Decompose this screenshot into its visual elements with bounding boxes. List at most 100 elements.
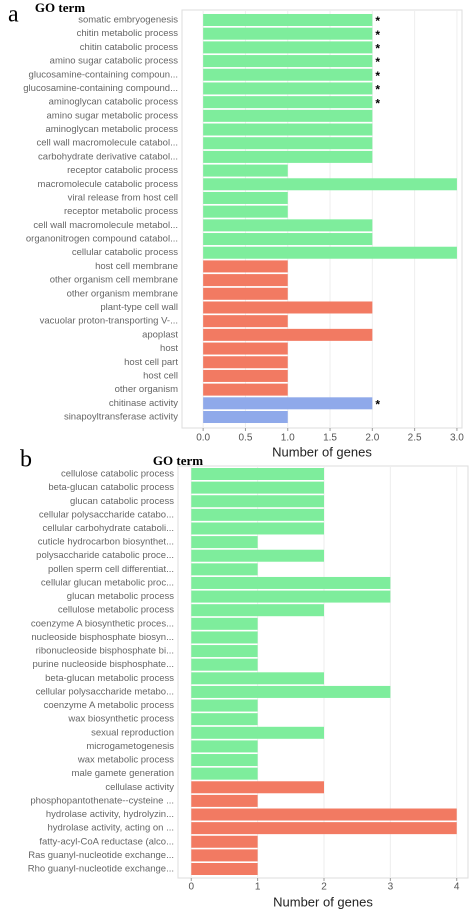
- significance-marker: *: [375, 83, 380, 97]
- category-label: polysaccharide catabolic proce...: [36, 550, 174, 561]
- bar: [203, 411, 288, 423]
- bar: [191, 563, 258, 576]
- category-label: cuticle hydrocarbon biosynthet...: [38, 537, 174, 548]
- category-label: beta-glucan metabolic process: [45, 673, 174, 684]
- chart-title: GO term: [35, 0, 85, 15]
- x-tick-label: 1: [255, 882, 261, 893]
- x-tick-label: 0.5: [238, 433, 252, 444]
- bar: [191, 781, 324, 794]
- bar: [191, 808, 457, 821]
- bar: [203, 328, 373, 341]
- category-label: glucosamine-containing compoun...: [29, 69, 178, 80]
- bar: [191, 726, 324, 739]
- bar: [203, 233, 373, 246]
- panel-label: a: [8, 2, 19, 28]
- x-tick-label: 3: [388, 882, 394, 893]
- bar: [191, 495, 324, 508]
- significance-marker: *: [375, 397, 380, 411]
- category-label: glucan metabolic process: [67, 591, 174, 602]
- bar: [203, 68, 373, 81]
- category-label: chitin metabolic process: [77, 28, 179, 39]
- bar: [203, 205, 288, 218]
- x-tick-label: 0.0: [196, 433, 210, 444]
- bar: [203, 27, 373, 40]
- bar: [203, 14, 373, 26]
- bar: [191, 835, 258, 848]
- category-label: hydrolase activity, hydrolyzin...: [46, 809, 174, 820]
- bar: [203, 356, 288, 369]
- category-label: nucleoside bisphosphate biosyn...: [31, 632, 174, 643]
- category-label: glucan catabolic process: [70, 496, 174, 507]
- bar: [191, 740, 258, 753]
- category-label: aminoglycan catabolic process: [49, 97, 179, 108]
- bar: [203, 150, 373, 163]
- category-label: host cell part: [124, 357, 178, 368]
- category-label: sexual reproduction: [91, 727, 174, 738]
- bar: [191, 508, 324, 521]
- chart-title: GO term: [153, 453, 203, 468]
- bar: [191, 754, 258, 767]
- bar: [203, 397, 373, 410]
- bar: [203, 55, 373, 68]
- bar: [203, 109, 373, 122]
- category-label: beta-glucan catabolic process: [48, 482, 174, 493]
- bar: [203, 123, 373, 136]
- x-tick-label: 4: [454, 882, 460, 893]
- significance-marker: *: [375, 55, 380, 69]
- category-label: Rho guanyl-nucleotide exchange...: [28, 864, 174, 875]
- category-label: sinapoyltransferase activity: [64, 412, 178, 423]
- category-label: fatty-acyl-CoA reductase (alco...: [39, 836, 174, 847]
- category-label: purine nucleoside bisphosphate...: [32, 659, 174, 670]
- category-label: chitinase activity: [109, 398, 178, 409]
- category-label: cell wall macromolecule metabol...: [33, 220, 178, 231]
- x-axis-title: Number of genes: [273, 894, 373, 909]
- bar: [191, 549, 324, 562]
- category-label: host: [160, 343, 178, 354]
- bar: [203, 342, 288, 355]
- category-label: cellulase activity: [105, 782, 174, 793]
- bar: [191, 617, 258, 630]
- category-label: other organism: [115, 384, 178, 395]
- category-label: wax metabolic process: [77, 755, 174, 766]
- category-label: host cell membrane: [95, 261, 178, 272]
- bar: [191, 658, 258, 671]
- category-label: aminoglycan metabolic process: [45, 124, 178, 135]
- bar: [203, 219, 373, 232]
- bar: [191, 863, 258, 875]
- bar: [203, 137, 373, 150]
- category-label: amino sugar metabolic process: [47, 110, 179, 121]
- category-label: organonitrogen compound catabol...: [26, 234, 178, 245]
- significance-marker: *: [375, 28, 380, 42]
- x-tick-label: 2: [321, 882, 327, 893]
- bar: [203, 82, 373, 95]
- bar: [203, 191, 288, 204]
- bar: [203, 246, 457, 259]
- category-label: wax biosynthetic process: [67, 714, 174, 725]
- category-label: receptor metabolic process: [64, 206, 178, 217]
- bar: [191, 685, 391, 698]
- bar: [191, 536, 258, 549]
- bar: [203, 301, 373, 314]
- category-label: pollen sperm cell differentiat...: [48, 564, 174, 575]
- category-label: male gamete generation: [72, 768, 174, 779]
- bar: [203, 369, 288, 382]
- category-label: macromolecule catabolic process: [38, 179, 179, 190]
- bar: [191, 576, 391, 589]
- bar: [203, 315, 288, 328]
- significance-marker: *: [375, 69, 380, 83]
- category-label: cellular polysaccharide metabo...: [36, 686, 174, 697]
- bar: [191, 699, 258, 712]
- x-tick-label: 3.0: [450, 433, 464, 444]
- x-tick-label: 0: [188, 882, 194, 893]
- category-label: host cell: [143, 370, 178, 381]
- category-label: hydrolase activity, acting on ...: [47, 823, 174, 834]
- category-label: other organism cell membrane: [50, 275, 178, 286]
- panel-label: b: [20, 447, 32, 473]
- bar: [203, 178, 457, 191]
- bar: [203, 41, 373, 54]
- category-label: carbohydrate derivative catabol...: [38, 151, 178, 162]
- category-label: chitin catabolic process: [80, 42, 178, 53]
- bar: [203, 260, 288, 273]
- bar: [191, 631, 258, 644]
